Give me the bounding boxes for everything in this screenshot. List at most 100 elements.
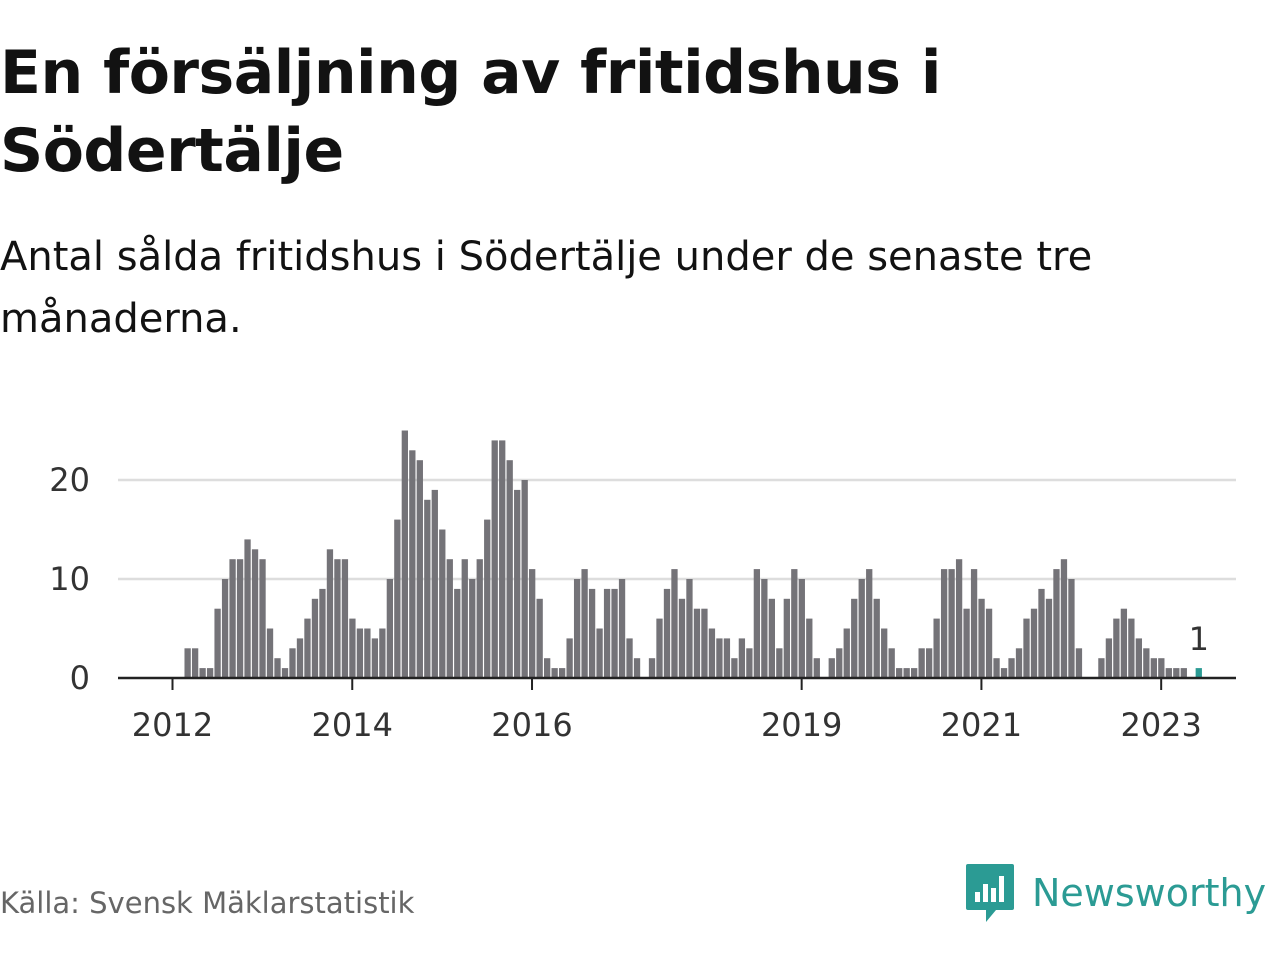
bar [873,598,880,678]
bar [866,569,873,678]
bar [776,648,783,678]
bar [236,559,244,678]
bar [970,569,978,678]
bar [206,668,214,678]
bar [356,628,364,678]
bar [364,628,371,678]
bar [761,579,768,678]
bar [798,579,805,678]
bar [588,588,596,678]
source-note: Källa: Svensk Mäklarstatistik [0,886,415,920]
bar [1105,638,1113,678]
bar [1180,668,1187,678]
chart-title: En försäljning av fritidshus i Södertälj… [0,38,941,186]
x-tick-label-2014: 2014 [312,706,393,744]
bar [596,628,603,678]
bar [446,559,453,678]
bar [618,579,626,678]
bar [851,598,858,678]
bar [274,658,281,678]
bar [214,608,221,678]
bar [806,618,813,678]
x-tick-label-2019: 2019 [761,706,842,744]
bar [731,658,738,678]
bar [633,658,641,678]
bar [963,608,970,678]
bar [603,588,611,678]
bar [896,668,903,678]
bar [933,618,940,678]
bar [925,648,933,678]
bar [701,608,708,678]
bar [753,569,761,678]
bar [1053,569,1060,678]
bar [581,569,588,678]
highlight-data-label: 1 [1189,620,1209,658]
bar [1000,668,1008,678]
bar [476,559,483,678]
bar [1173,668,1180,678]
bar [768,598,775,678]
y-tick-label-0: 0 [70,659,90,697]
bar [386,579,394,678]
newsworthy-logo-icon [966,864,1014,922]
bar [993,658,1000,678]
bar [1038,588,1045,678]
bar [326,549,334,678]
bar [521,480,528,678]
bar [1165,668,1172,678]
bar [199,668,206,678]
bar [1150,658,1157,678]
bar [1045,598,1053,678]
bar [296,638,304,678]
bar [1015,648,1023,678]
y-tick-label-10: 10 [49,560,90,598]
bar [843,628,850,678]
bar [783,598,790,678]
bar [791,569,798,678]
bar [858,579,865,678]
bar [319,588,326,678]
bar [431,489,438,678]
newsworthy-brand-text: Newsworthy [1032,871,1267,915]
bar [514,489,521,678]
bar [491,440,498,678]
bar [1075,648,1083,678]
bar [1008,658,1015,678]
bar [573,579,581,678]
gridlines [118,478,1236,581]
bar [551,668,558,678]
bar [266,628,274,678]
bar [229,559,236,678]
bar [251,549,259,678]
bar [940,569,948,678]
bar [1128,618,1135,678]
bar [888,648,895,678]
axes: 0 10 20 2012 2014 2016 2019 2021 2023 1 [49,461,1236,744]
bar [955,559,963,678]
bar [738,638,746,678]
bar [1060,559,1068,678]
bar-chart: 0 10 20 2012 2014 2016 2019 2021 2023 1 [49,430,1236,744]
bar [723,638,731,678]
bar [558,668,566,678]
x-tick-label-2023: 2023 [1120,706,1201,744]
bar [416,460,423,678]
bar [506,460,513,678]
bar-highlight [1195,668,1202,678]
bar [985,608,993,678]
bar [1158,658,1165,678]
bar [978,598,985,678]
bar [1030,608,1038,678]
bar [708,628,716,678]
bar [304,618,311,678]
bar [1113,618,1120,678]
bar [678,598,686,678]
bar [663,588,671,678]
bar [1143,648,1150,678]
bar [948,569,955,678]
bar [686,579,693,678]
x-tick-label-2021: 2021 [941,706,1022,744]
x-tick-label-2012: 2012 [132,706,213,744]
bar [409,450,416,678]
